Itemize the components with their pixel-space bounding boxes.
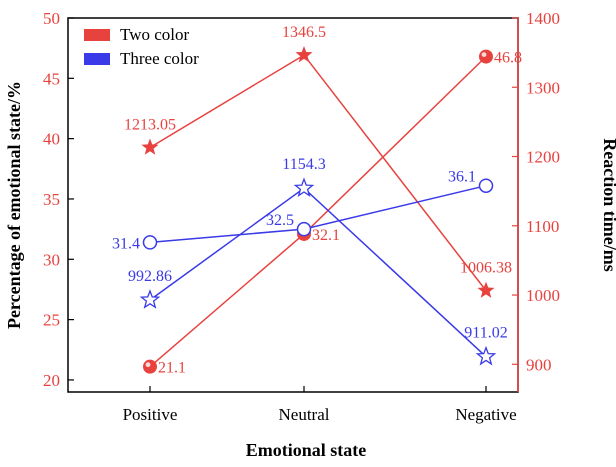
series-line-three-color-right — [149, 187, 487, 358]
data-label: 46.8 — [494, 50, 522, 67]
legend-label: Two color — [120, 25, 189, 44]
marker-two-color-left-2 — [479, 49, 493, 64]
right-tick-label: 1100 — [526, 217, 559, 236]
marker-two-color-left-0-highlight — [145, 362, 151, 368]
data-label: 911.02 — [464, 325, 507, 342]
x-tick-label-positive: Positive — [123, 405, 178, 424]
left-tick-label: 30 — [43, 250, 60, 269]
legend-swatch-three-color — [84, 53, 110, 65]
legend-swatch-two-color — [84, 29, 110, 41]
series-line-two-color-left — [149, 56, 487, 368]
right-tick-label: 1300 — [526, 78, 560, 97]
data-label: 32.5 — [266, 212, 294, 229]
data-label: 1154.3 — [282, 156, 325, 173]
plot-frame — [67, 17, 519, 393]
right-tick-label: 900 — [526, 355, 552, 374]
x-tick-label-negative: Negative — [455, 405, 516, 424]
right-tick-label: 1000 — [526, 286, 560, 305]
data-label: 992.86 — [128, 268, 172, 285]
legend-label: Three color — [120, 49, 199, 68]
left-tick-label: 45 — [43, 69, 60, 88]
x-axis: Positive Neutral Negative — [123, 386, 517, 424]
right-y-axis-title: Reaction time/ms — [600, 138, 616, 271]
left-y-axis-title: Percentage of emotional state/% — [4, 81, 24, 329]
marker-two-color-right-1 — [295, 46, 313, 63]
marker-two-color-right-0 — [141, 138, 159, 155]
marker-three-color-right-2 — [475, 345, 497, 366]
data-label: 1346.5 — [282, 24, 326, 41]
left-tick-label: 25 — [43, 311, 60, 330]
marker-two-color-right-2 — [477, 281, 495, 298]
right-tick-label: 1400 — [526, 9, 560, 28]
data-label: 32.1 — [312, 227, 340, 244]
marker-three-color-right-1 — [293, 177, 315, 197]
series-markers — [139, 46, 497, 374]
data-label: 1213.05 — [124, 116, 176, 133]
marker-two-color-left-0 — [143, 359, 157, 374]
right-tick-label: 1200 — [526, 148, 560, 167]
marker-three-color-left-2 — [478, 178, 494, 193]
data-label: 1006.38 — [460, 260, 512, 277]
legend: Two color Three color — [84, 25, 199, 68]
left-tick-label: 35 — [43, 190, 60, 209]
marker-three-color-left-1 — [296, 221, 312, 237]
data-label: 31.4 — [112, 235, 140, 252]
right-y-axis: 900 1000 1100 1200 1300 1400 — [512, 9, 560, 392]
data-labels: 21.1 32.1 46.8 1213.05 1346.5 1006.38 31.4 32.5… — [112, 24, 522, 377]
left-tick-label: 20 — [43, 371, 60, 390]
marker-two-color-left-2-highlight — [481, 52, 487, 58]
left-tick-label: 50 — [43, 9, 60, 28]
series-lines — [149, 54, 487, 368]
data-label: 36.1 — [448, 169, 476, 186]
left-y-axis: 20 25 30 35 40 45 50 — [43, 9, 74, 390]
x-tick-label-neutral: Neutral — [279, 405, 330, 424]
x-axis-title: Emotional state — [246, 440, 367, 460]
left-tick-label: 40 — [43, 130, 60, 149]
marker-three-color-left-0 — [142, 235, 158, 250]
marker-three-color-right-0 — [139, 289, 161, 309]
data-label: 21.1 — [158, 360, 186, 377]
